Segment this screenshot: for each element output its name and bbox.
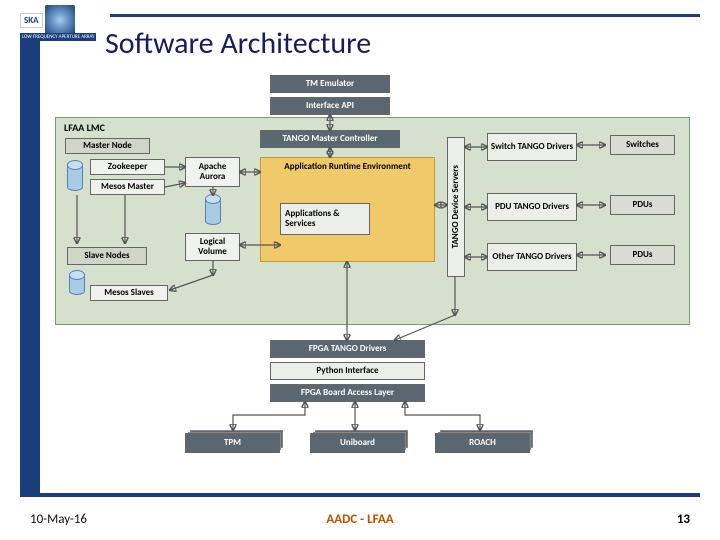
mesos-slaves: Mesos Slaves <box>90 285 168 301</box>
switch-drv-label: Switch TANGO Drivers <box>491 142 573 152</box>
aurora-db-icon <box>205 197 221 225</box>
fpga-access-label: FPGA Board Access Layer <box>301 388 394 398</box>
fpga-drv-label: FPGA TANGO Drivers <box>309 344 387 354</box>
switches-label: Switches <box>626 140 659 150</box>
tm-emulator: TM Emulator <box>270 75 390 93</box>
interface-api-label: Interface API <box>306 101 354 111</box>
pdus1-label: PDUs <box>633 200 653 210</box>
logical-volume-label: Logical Volume <box>188 237 237 257</box>
pdus-2: PDUs <box>610 245 675 265</box>
tpm: TPM <box>185 433 280 453</box>
logo-text: SKA <box>20 13 43 28</box>
header-divider <box>110 14 700 17</box>
slave-db-icon <box>69 273 85 295</box>
roach-label: ROACH <box>469 438 496 448</box>
interface-api: Interface API <box>270 97 390 115</box>
mesos-slaves-label: Mesos Slaves <box>104 288 154 298</box>
apache-aurora-label: Apache Aurora <box>188 162 237 182</box>
tango-master-controller: TANGO Master Controller <box>260 130 400 148</box>
master-node-label: Master Node <box>83 141 132 151</box>
roach: ROACH <box>435 433 530 453</box>
other-drv-label: Other TANGO Drivers <box>492 252 571 262</box>
footer-center: AADC - LFAA <box>0 512 720 527</box>
zookeeper: Zookeeper <box>90 159 165 175</box>
switch-tango-drivers: Switch TANGO Drivers <box>487 133 577 161</box>
pdus2-label: PDUs <box>633 250 653 260</box>
master-node: Master Node <box>65 138 150 154</box>
zookeeper-label: Zookeeper <box>108 162 148 172</box>
tango-device-servers: TANGO Device Servers <box>447 137 465 277</box>
pdu-drv-label: PDU TANGO Drivers <box>495 202 569 212</box>
bottom-accent <box>20 493 700 497</box>
tm-emulator-label: TM Emulator <box>306 79 355 89</box>
logo-image <box>45 5 75 35</box>
page-title: Software Architecture <box>105 25 371 62</box>
pdu-tango-drivers: PDU TANGO Drivers <box>487 193 577 221</box>
uniboard: Uniboard <box>310 433 405 453</box>
footer-page-number: 13 <box>677 512 690 527</box>
tango-master-label: TANGO Master Controller <box>282 134 377 144</box>
slave-nodes: Slave Nodes <box>67 247 147 265</box>
other-tango-drivers: Other TANGO Drivers <box>487 243 577 271</box>
logo: SKA LOW FREQUENCY APERTURE ARRAY <box>20 0 110 40</box>
uniboard-label: Uniboard <box>340 438 375 448</box>
python-interface: Python Interface <box>270 362 425 380</box>
apps-svcs-label: Applications & Services <box>285 209 367 229</box>
mesos-master-label: Mesos Master <box>101 182 154 192</box>
lfaa-lmc-label: LFAA LMC <box>64 122 105 133</box>
mesos-master: Mesos Master <box>90 179 165 195</box>
fpga-tango-drivers: FPGA TANGO Drivers <box>270 340 425 358</box>
applications-services: Applications & Services <box>280 203 370 235</box>
logical-volume: Logical Volume <box>185 233 240 261</box>
architecture-diagram: LFAA LMC TM Emulator Interface API TANGO… <box>55 75 695 480</box>
pdus-1: PDUs <box>610 195 675 215</box>
tango-dev-label: TANGO Device Servers <box>451 165 461 248</box>
apache-aurora: Apache Aurora <box>185 157 240 187</box>
py-iface-label: Python Interface <box>316 366 378 376</box>
fpga-board-access-layer: FPGA Board Access Layer <box>270 384 425 402</box>
switches: Switches <box>610 135 675 155</box>
side-accent <box>20 40 40 495</box>
app-env-label: Application Runtime Environment <box>284 162 410 172</box>
tpm-label: TPM <box>224 438 241 448</box>
slave-nodes-label: Slave Nodes <box>84 251 129 261</box>
master-db-icon <box>67 163 83 191</box>
